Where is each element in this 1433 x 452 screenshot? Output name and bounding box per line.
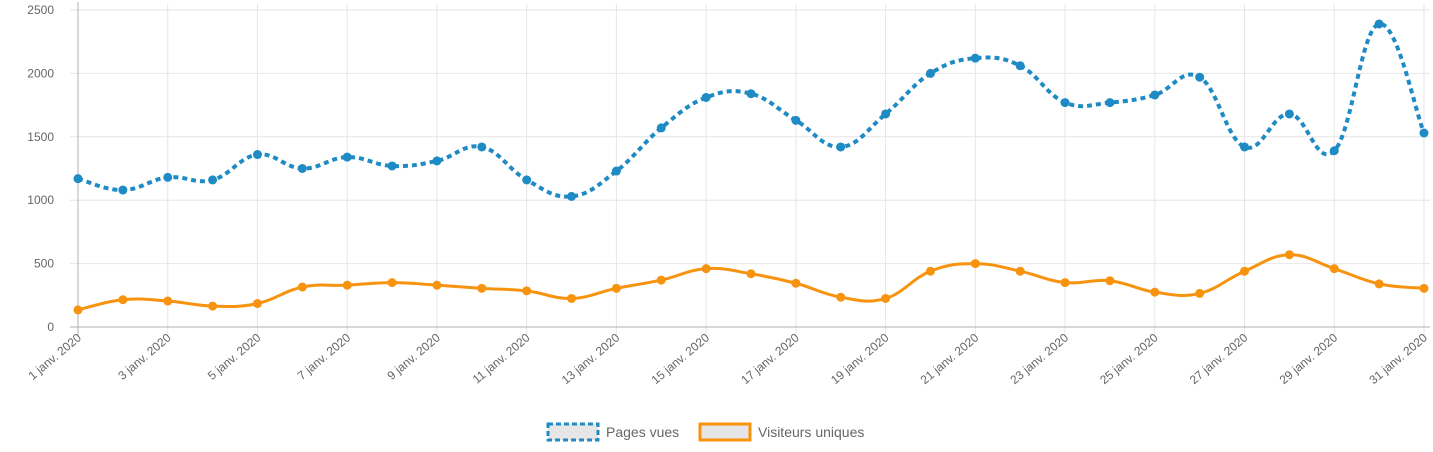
data-point-pages-vues bbox=[836, 142, 846, 152]
data-point-visiteurs-uniques bbox=[1374, 279, 1384, 289]
data-point-visiteurs-uniques bbox=[1329, 264, 1339, 274]
y-axis-ticks: 0 500 1000 1500 2000 2500 bbox=[27, 3, 54, 334]
data-point-pages-vues bbox=[567, 191, 577, 201]
data-point-visiteurs-uniques bbox=[73, 305, 83, 315]
data-point-visiteurs-uniques bbox=[836, 292, 846, 302]
y-tick-label: 2000 bbox=[27, 66, 54, 80]
data-point-pages-vues bbox=[1015, 61, 1025, 71]
data-point-visiteurs-uniques bbox=[1240, 266, 1250, 276]
x-axis-ticks: 1 janv. 2020 3 janv. 2020 5 janv. 2020 7 ja… bbox=[26, 330, 1431, 387]
y-tick-label: 500 bbox=[34, 257, 54, 271]
data-point-pages-vues bbox=[432, 156, 442, 166]
legend: Pages vues Visiteurs uniques bbox=[546, 422, 864, 442]
x-tick-label: 3 janv. 2020 bbox=[115, 330, 174, 382]
data-point-pages-vues bbox=[342, 152, 352, 162]
x-tick-label: 19 janv. 2020 bbox=[828, 330, 892, 387]
series-line-visiteurs-uniques bbox=[77, 253, 1425, 312]
x-tick-label: 1 janv. 2020 bbox=[26, 330, 85, 382]
data-point-pages-vues bbox=[118, 185, 128, 195]
x-tick-label: 11 janv. 2020 bbox=[470, 330, 533, 386]
data-point-pages-vues bbox=[970, 53, 980, 63]
x-tick-label: 9 janv. 2020 bbox=[384, 330, 443, 382]
data-point-pages-vues bbox=[611, 166, 621, 176]
data-point-visiteurs-uniques bbox=[970, 259, 980, 269]
x-tick-label: 21 janv. 2020 bbox=[918, 330, 982, 387]
axes bbox=[70, 2, 1430, 335]
x-tick-label: 25 janv. 2020 bbox=[1097, 330, 1161, 387]
data-point-pages-vues bbox=[522, 175, 532, 185]
data-point-visiteurs-uniques bbox=[1419, 283, 1429, 293]
x-tick-label: 15 janv. 2020 bbox=[649, 330, 713, 387]
x-tick-label: 27 janv. 2020 bbox=[1187, 330, 1251, 387]
x-tick-label: 23 janv. 2020 bbox=[1007, 330, 1071, 387]
data-point-pages-vues bbox=[1284, 109, 1294, 119]
series-layer bbox=[73, 19, 1429, 315]
data-point-pages-vues bbox=[208, 175, 218, 185]
y-tick-label: 0 bbox=[47, 320, 54, 334]
data-point-visiteurs-uniques bbox=[118, 295, 128, 305]
x-tick-label: 13 janv. 2020 bbox=[559, 330, 623, 387]
legend-swatch-visiteurs-uniques bbox=[698, 422, 752, 442]
data-point-visiteurs-uniques bbox=[881, 293, 891, 303]
data-point-visiteurs-uniques bbox=[925, 266, 935, 276]
data-point-pages-vues bbox=[881, 109, 891, 119]
data-point-pages-vues bbox=[656, 123, 666, 133]
data-point-pages-vues bbox=[791, 115, 801, 125]
data-point-pages-vues bbox=[477, 142, 487, 152]
data-point-visiteurs-uniques bbox=[791, 278, 801, 288]
y-tick-label: 1500 bbox=[27, 130, 54, 144]
data-point-pages-vues bbox=[925, 68, 935, 78]
data-point-visiteurs-uniques bbox=[252, 299, 262, 309]
x-tick-label: 31 janv. 2020 bbox=[1366, 330, 1430, 387]
data-point-visiteurs-uniques bbox=[746, 269, 756, 279]
data-point-pages-vues bbox=[701, 92, 711, 102]
grid-lines bbox=[70, 4, 1430, 335]
data-point-pages-vues bbox=[252, 150, 262, 160]
legend-label-pages-vues: Pages vues bbox=[606, 424, 679, 440]
data-point-visiteurs-uniques bbox=[163, 296, 173, 306]
data-point-visiteurs-uniques bbox=[656, 275, 666, 285]
data-point-visiteurs-uniques bbox=[611, 283, 621, 293]
data-point-pages-vues bbox=[297, 164, 307, 173]
data-point-visiteurs-uniques bbox=[1015, 266, 1025, 276]
data-point-pages-vues bbox=[1060, 98, 1070, 108]
data-point-pages-vues bbox=[1329, 146, 1339, 156]
data-point-pages-vues bbox=[1150, 90, 1160, 100]
data-point-pages-vues bbox=[1374, 19, 1384, 29]
data-point-visiteurs-uniques bbox=[1284, 250, 1294, 260]
x-tick-label: 29 janv. 2020 bbox=[1277, 330, 1341, 387]
data-point-visiteurs-uniques bbox=[522, 286, 532, 296]
data-point-pages-vues bbox=[1105, 98, 1115, 108]
data-point-visiteurs-uniques bbox=[477, 283, 487, 293]
data-point-visiteurs-uniques bbox=[1195, 288, 1205, 298]
series-line-pages-vues bbox=[77, 21, 1426, 199]
data-point-visiteurs-uniques bbox=[342, 280, 352, 290]
data-point-visiteurs-uniques bbox=[701, 264, 711, 274]
data-point-visiteurs-uniques bbox=[208, 301, 218, 311]
x-tick-label: 5 janv. 2020 bbox=[205, 330, 264, 382]
data-point-visiteurs-uniques bbox=[567, 293, 577, 303]
data-point-visiteurs-uniques bbox=[297, 282, 307, 292]
data-point-pages-vues bbox=[73, 174, 83, 184]
data-point-pages-vues bbox=[1419, 128, 1429, 138]
data-point-pages-vues bbox=[387, 161, 397, 171]
legend-swatch-pages-vues bbox=[546, 422, 600, 442]
data-point-pages-vues bbox=[746, 89, 756, 99]
data-point-visiteurs-uniques bbox=[387, 278, 397, 288]
data-point-pages-vues bbox=[163, 172, 173, 182]
x-tick-label: 17 janv. 2020 bbox=[738, 330, 802, 387]
data-point-visiteurs-uniques bbox=[1105, 276, 1115, 286]
data-point-visiteurs-uniques bbox=[1060, 278, 1070, 288]
y-tick-label: 2500 bbox=[27, 3, 54, 17]
data-point-pages-vues bbox=[1195, 72, 1205, 82]
data-point-visiteurs-uniques bbox=[1150, 287, 1160, 297]
data-point-visiteurs-uniques bbox=[432, 280, 442, 290]
legend-label-visiteurs-uniques: Visiteurs uniques bbox=[758, 424, 864, 440]
data-point-pages-vues bbox=[1240, 142, 1250, 152]
y-tick-label: 1000 bbox=[27, 193, 54, 207]
x-tick-label: 7 janv. 2020 bbox=[295, 330, 354, 382]
